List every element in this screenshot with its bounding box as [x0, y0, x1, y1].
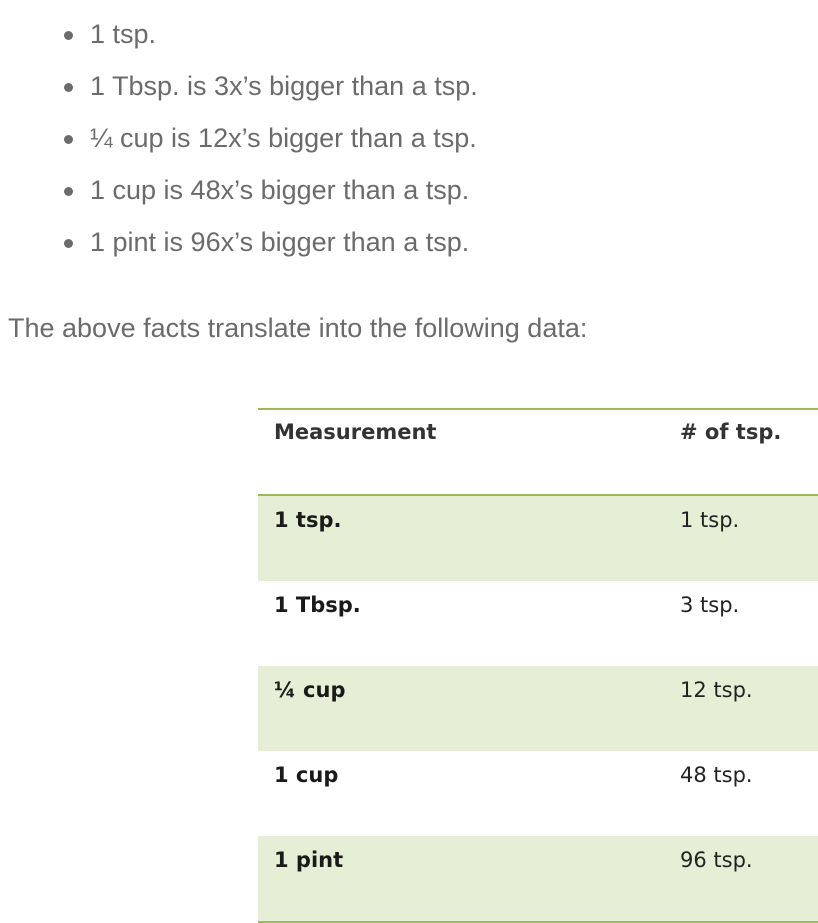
list-item-text: 1 Tbsp. is 3x’s bigger than a tsp. [90, 71, 478, 101]
measurement-cell: ¼ cup [258, 666, 664, 751]
intro-paragraph: The above facts translate into the follo… [8, 313, 588, 343]
bullet-icon [64, 83, 73, 92]
tsp-cell: 3 tsp. [680, 593, 740, 617]
measurement-cell: 1 tsp. [258, 495, 664, 581]
table-row: ¼ cup 12 tsp. [258, 666, 818, 751]
bullet-icon [64, 239, 73, 248]
list-item: 1 pint is 96x’s bigger than a tsp. [62, 220, 478, 272]
list-item-text: 1 pint is 96x’s bigger than a tsp. [90, 227, 470, 257]
table-row: 1 cup 48 tsp. [258, 751, 818, 836]
table-header-row: Measurement # of tsp. [258, 408, 818, 496]
column-header-tsp: # of tsp. [664, 408, 818, 496]
list-item: 1 Tbsp. is 3x’s bigger than a tsp. [62, 64, 478, 116]
bullet-icon [64, 135, 73, 144]
measurement-cell: 1 Tbsp. [274, 593, 361, 617]
table-row: 1 pint 96 tsp. [258, 836, 818, 923]
tsp-cell: 12 tsp. [664, 666, 818, 751]
tsp-cell: 96 tsp. [664, 836, 818, 923]
measurement-table: Measurement # of tsp. 1 tsp. 1 tsp. 1 Tb… [258, 408, 818, 923]
list-item-text: 1 tsp. [90, 19, 157, 49]
table-row: 1 tsp. 1 tsp. [258, 495, 818, 581]
list-item: ¼ cup is 12x’s bigger than a tsp. [62, 116, 478, 168]
tsp-cell: 48 tsp. [680, 763, 753, 787]
tsp-cell: 1 tsp. [664, 495, 818, 581]
bullet-icon [64, 187, 73, 196]
table-row: 1 Tbsp. 3 tsp. [258, 581, 818, 666]
list-item-text: ¼ cup is 12x’s bigger than a tsp. [90, 123, 477, 153]
list-item: 1 tsp. [62, 12, 478, 64]
column-header-measurement: Measurement [258, 408, 664, 496]
list-item-text: 1 cup is 48x’s bigger than a tsp. [90, 175, 470, 205]
measurement-cell: 1 cup [274, 763, 339, 787]
measurement-cell: 1 pint [258, 836, 664, 923]
bullet-icon [64, 31, 73, 40]
list-item: 1 cup is 48x’s bigger than a tsp. [62, 168, 478, 220]
bullet-list: 1 tsp. 1 Tbsp. is 3x’s bigger than a tsp… [62, 12, 478, 272]
